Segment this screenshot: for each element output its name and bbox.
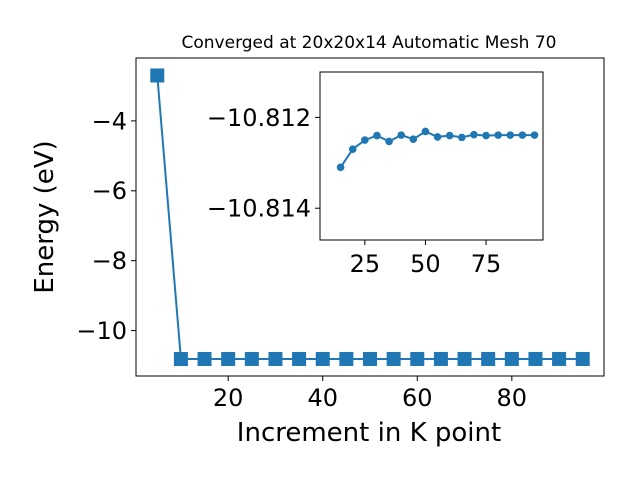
data-point xyxy=(150,68,165,83)
data-point xyxy=(481,351,496,366)
data-point xyxy=(373,131,381,140)
data-point xyxy=(268,351,283,366)
inset-plot-frame xyxy=(319,71,544,241)
data-point xyxy=(221,351,236,366)
data-point xyxy=(482,131,490,140)
y-tick-label: −10.812 xyxy=(207,104,311,132)
data-point xyxy=(244,351,259,366)
inset-series xyxy=(336,127,539,172)
main-chart: Converged at 20x20x14 Automatic Mesh 70 … xyxy=(30,33,605,448)
data-point xyxy=(173,352,188,367)
y-tick-label: −4 xyxy=(92,107,127,135)
data-point xyxy=(575,351,590,366)
x-tick-label: 80 xyxy=(497,384,528,412)
data-point xyxy=(397,131,406,139)
y-tick-label: −8 xyxy=(92,247,127,275)
data-point xyxy=(385,137,393,146)
data-point xyxy=(445,131,454,140)
data-point xyxy=(504,351,519,366)
main-plot-frame xyxy=(135,57,605,377)
data-point xyxy=(433,133,442,141)
data-point xyxy=(552,351,567,366)
main-x-ticks: 20 40 60 80 xyxy=(213,376,527,412)
data-point xyxy=(518,131,527,139)
y-tick-label: −6 xyxy=(92,177,127,205)
data-point xyxy=(348,145,357,153)
data-point xyxy=(409,135,418,143)
data-point xyxy=(494,131,502,139)
x-tick-label: 50 xyxy=(410,250,441,278)
data-point xyxy=(506,131,515,139)
main-series xyxy=(150,68,590,367)
inset-chart: 25 50 75 −10.814 −10.812 xyxy=(207,71,544,278)
y-tick-label: −10.814 xyxy=(207,195,311,223)
data-point xyxy=(361,136,369,144)
x-axis-label: Increment in K point xyxy=(237,418,501,448)
data-point xyxy=(339,351,354,366)
main-y-ticks: −10 −8 −6 −4 xyxy=(76,107,136,345)
data-point xyxy=(336,163,345,172)
x-tick-label: 25 xyxy=(350,250,381,278)
y-tick-label: −10 xyxy=(76,317,127,345)
x-tick-label: 40 xyxy=(307,384,338,412)
chart-title: Converged at 20x20x14 Automatic Mesh 70 xyxy=(182,33,557,53)
data-point xyxy=(315,351,330,366)
x-tick-label: 75 xyxy=(471,250,502,278)
data-point xyxy=(421,127,430,136)
data-point xyxy=(470,130,478,139)
x-tick-label: 20 xyxy=(213,384,244,412)
data-point xyxy=(410,351,425,366)
data-point xyxy=(363,351,377,366)
data-point xyxy=(528,351,543,366)
x-tick-label: 60 xyxy=(402,384,433,412)
data-point xyxy=(197,351,212,366)
data-point xyxy=(386,351,401,366)
data-point xyxy=(457,351,472,366)
data-point xyxy=(433,351,448,366)
inset-x-ticks: 25 50 75 xyxy=(350,240,502,278)
inset-y-ticks: −10.814 −10.812 xyxy=(207,104,320,223)
data-point xyxy=(530,131,539,139)
data-point xyxy=(292,351,307,366)
y-axis-label: Energy (eV) xyxy=(30,140,60,293)
data-point xyxy=(457,133,466,142)
